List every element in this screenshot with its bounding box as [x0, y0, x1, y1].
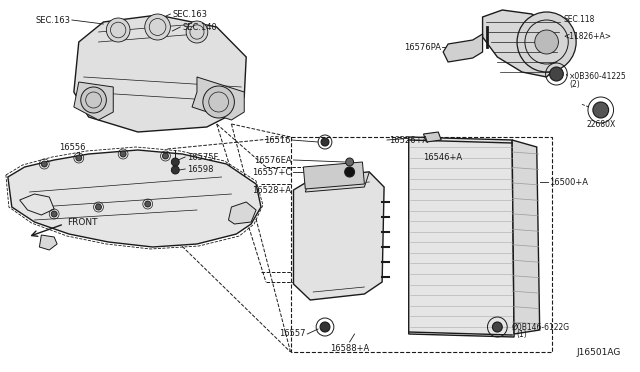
- Circle shape: [76, 155, 82, 161]
- Text: 16516: 16516: [264, 135, 291, 144]
- Text: 16546+A: 16546+A: [424, 153, 463, 161]
- Polygon shape: [228, 202, 256, 224]
- Text: 16500+A: 16500+A: [550, 177, 589, 186]
- Text: 16557+C: 16557+C: [252, 167, 291, 176]
- Text: SEC.140: SEC.140: [182, 22, 217, 32]
- Circle shape: [51, 211, 57, 217]
- Circle shape: [345, 167, 355, 177]
- Polygon shape: [443, 34, 483, 62]
- Circle shape: [346, 158, 353, 166]
- Text: J16501AG: J16501AG: [576, 348, 620, 357]
- Circle shape: [320, 322, 330, 332]
- Text: (1): (1): [516, 330, 527, 340]
- Text: (2): (2): [569, 80, 580, 89]
- Circle shape: [492, 322, 502, 332]
- Polygon shape: [8, 150, 261, 247]
- Circle shape: [550, 67, 563, 81]
- Polygon shape: [74, 82, 113, 120]
- Text: SEC.163: SEC.163: [36, 16, 71, 25]
- Polygon shape: [74, 15, 246, 132]
- Polygon shape: [424, 132, 441, 142]
- Text: 16575F: 16575F: [187, 153, 218, 161]
- Circle shape: [321, 138, 329, 146]
- Circle shape: [42, 161, 47, 167]
- Text: ×0B360-41225: ×0B360-41225: [569, 71, 627, 80]
- Text: 16576PA: 16576PA: [404, 42, 441, 51]
- Text: 16556: 16556: [59, 143, 86, 152]
- Polygon shape: [40, 235, 57, 250]
- Polygon shape: [294, 172, 384, 300]
- Circle shape: [163, 153, 168, 159]
- Polygon shape: [305, 172, 369, 192]
- Polygon shape: [20, 194, 54, 215]
- Polygon shape: [409, 137, 514, 337]
- Circle shape: [145, 14, 170, 40]
- Polygon shape: [303, 162, 364, 189]
- Circle shape: [172, 166, 179, 174]
- Circle shape: [593, 102, 609, 118]
- Circle shape: [517, 12, 576, 72]
- Text: 22680X: 22680X: [586, 120, 616, 129]
- Circle shape: [186, 21, 208, 43]
- Polygon shape: [512, 140, 540, 334]
- Polygon shape: [483, 10, 561, 77]
- Circle shape: [145, 201, 150, 207]
- Text: 16598: 16598: [187, 164, 214, 173]
- Circle shape: [106, 18, 130, 42]
- Circle shape: [95, 204, 101, 210]
- Polygon shape: [192, 77, 244, 120]
- Text: 16528+A: 16528+A: [252, 186, 291, 195]
- Text: 16526+A: 16526+A: [389, 135, 428, 144]
- Text: Ø0B146-6122G: Ø0B146-6122G: [512, 323, 570, 331]
- Text: 16557: 16557: [279, 330, 305, 339]
- Text: SEC.163: SEC.163: [172, 10, 207, 19]
- Circle shape: [81, 87, 106, 113]
- Circle shape: [535, 30, 559, 54]
- Text: FRONT: FRONT: [67, 218, 97, 227]
- Circle shape: [172, 158, 179, 166]
- Circle shape: [203, 86, 234, 118]
- Text: 16576EA: 16576EA: [254, 155, 291, 164]
- Circle shape: [120, 151, 126, 157]
- Text: 16588+A: 16588+A: [330, 344, 369, 353]
- Text: SEC.118: SEC.118: [563, 15, 595, 24]
- Text: <11826+A>: <11826+A>: [563, 32, 611, 41]
